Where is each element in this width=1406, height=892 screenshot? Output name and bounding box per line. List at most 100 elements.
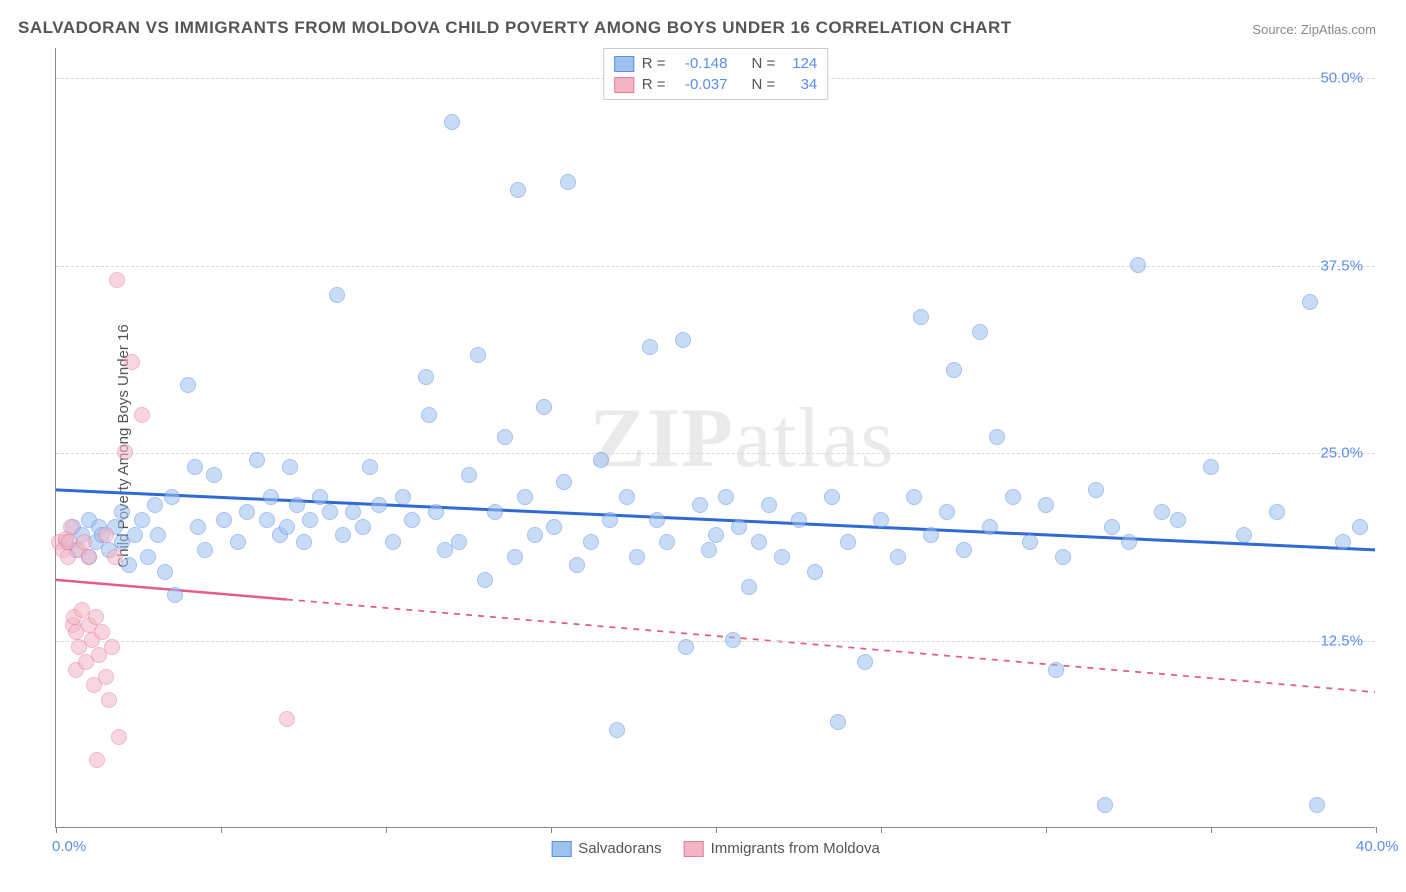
data-point [279, 711, 295, 727]
data-point [556, 474, 572, 490]
data-point [216, 512, 232, 528]
data-point [708, 527, 724, 543]
data-point [1352, 519, 1368, 535]
trend-lines [56, 48, 1375, 827]
data-point [1038, 497, 1054, 513]
data-point [76, 534, 92, 550]
legend-series-label: Salvadorans [578, 840, 661, 857]
n-label: N = [752, 55, 776, 72]
watermark-light: atlas [734, 391, 895, 485]
watermark-bold: ZIP [589, 391, 734, 485]
r-value: -0.148 [674, 55, 728, 72]
legend-series-label: Immigrants from Moldova [711, 840, 880, 857]
data-point [1269, 504, 1285, 520]
data-point [1097, 797, 1113, 813]
data-point [428, 504, 444, 520]
data-point [659, 534, 675, 550]
data-point [150, 527, 166, 543]
data-point [741, 579, 757, 595]
data-point [1055, 549, 1071, 565]
data-point [104, 639, 120, 655]
data-point [157, 564, 173, 580]
data-point [569, 557, 585, 573]
y-tick-label: 50.0% [1320, 70, 1363, 87]
data-point [602, 512, 618, 528]
data-point [956, 542, 972, 558]
data-point [678, 639, 694, 655]
data-point [404, 512, 420, 528]
data-point [134, 407, 150, 423]
data-point [127, 527, 143, 543]
data-point [718, 489, 734, 505]
data-point [263, 489, 279, 505]
data-point [913, 309, 929, 325]
x-tick [1376, 827, 1377, 833]
data-point [477, 572, 493, 588]
data-point [289, 497, 305, 513]
legend-series-item: Immigrants from Moldova [684, 840, 880, 857]
data-point [98, 669, 114, 685]
data-point [147, 497, 163, 513]
source-label: Source: [1252, 22, 1297, 37]
data-point [197, 542, 213, 558]
data-point [296, 534, 312, 550]
data-point [692, 497, 708, 513]
data-point [114, 504, 130, 520]
x-tick [716, 827, 717, 833]
legend-swatch [614, 56, 634, 72]
data-point [1005, 489, 1021, 505]
data-point [791, 512, 807, 528]
data-point [751, 534, 767, 550]
r-value: -0.037 [674, 76, 728, 93]
legend-correlation-row: R =-0.148N =124 [614, 53, 818, 74]
data-point [180, 377, 196, 393]
x-tick [221, 827, 222, 833]
data-point [279, 519, 295, 535]
data-point [1335, 534, 1351, 550]
data-point [923, 527, 939, 543]
data-point [906, 489, 922, 505]
n-value: 124 [783, 55, 817, 72]
data-point [190, 519, 206, 535]
data-point [109, 272, 125, 288]
data-point [731, 519, 747, 535]
data-point [134, 512, 150, 528]
y-tick-label: 37.5% [1320, 257, 1363, 274]
data-point [1154, 504, 1170, 520]
data-point [249, 452, 265, 468]
legend-correlation: R =-0.148N =124R =-0.037N =34 [603, 48, 829, 100]
x-tick [1046, 827, 1047, 833]
data-point [1203, 459, 1219, 475]
data-point [701, 542, 717, 558]
data-point [629, 549, 645, 565]
data-point [418, 369, 434, 385]
data-point [774, 549, 790, 565]
x-tick-label: 40.0% [1356, 838, 1399, 855]
data-point [98, 527, 114, 543]
data-point [81, 549, 97, 565]
data-point [282, 459, 298, 475]
data-point [1302, 294, 1318, 310]
data-point [497, 429, 513, 445]
data-point [329, 287, 345, 303]
data-point [111, 729, 127, 745]
source-value: ZipAtlas.com [1301, 22, 1376, 37]
data-point [444, 114, 460, 130]
gridline [56, 266, 1375, 267]
plot-area: ZIPatlas R =-0.148N =124R =-0.037N =34 S… [55, 48, 1375, 828]
data-point [421, 407, 437, 423]
x-tick-label: 0.0% [52, 838, 86, 855]
watermark: ZIPatlas [589, 389, 894, 487]
data-point [89, 752, 105, 768]
data-point [1088, 482, 1104, 498]
data-point [63, 519, 79, 535]
data-point [107, 549, 123, 565]
data-point [609, 722, 625, 738]
legend-series-item: Salvadorans [551, 840, 661, 857]
data-point [117, 444, 133, 460]
x-tick [56, 827, 57, 833]
data-point [1121, 534, 1137, 550]
data-point [807, 564, 823, 580]
data-point [536, 399, 552, 415]
data-point [461, 467, 477, 483]
